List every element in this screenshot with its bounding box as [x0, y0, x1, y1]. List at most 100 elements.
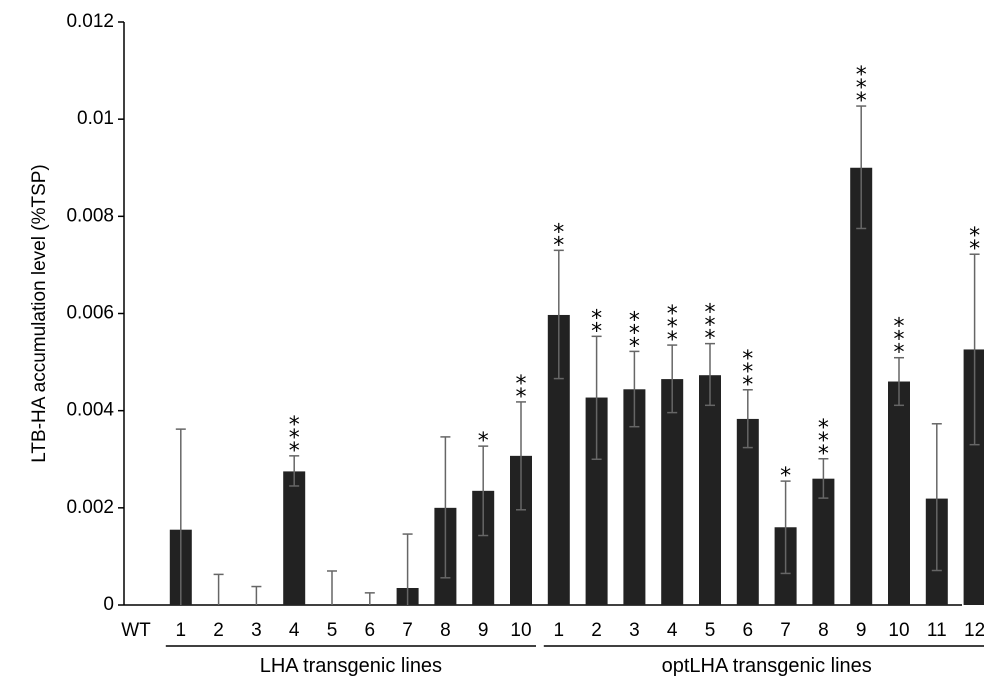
significance-mark-4: *** [289, 413, 300, 464]
star: * [856, 76, 867, 101]
y-axis-label: LTB-HA accumulation level (%TSP) [29, 164, 50, 462]
star: * [289, 413, 300, 438]
star: * [856, 63, 867, 88]
star: * [478, 429, 489, 454]
y-tick-label: 0.008 [66, 205, 114, 226]
y-tick-label: 0.002 [66, 497, 114, 518]
error-bar-21 [931, 423, 942, 572]
category-label-7: 7 [402, 620, 413, 641]
y-axis: 0 0.002 0.004 0.006 0.008 0.01 0.012 [66, 11, 125, 615]
bar-20 [888, 381, 910, 605]
star: * [742, 360, 753, 385]
category-label-11: 1 [554, 620, 565, 641]
star: * [705, 327, 716, 352]
bar-22 [963, 349, 984, 605]
significance-mark-14: *** [667, 302, 678, 353]
error-bar-13 [629, 350, 640, 428]
error-bar-5 [327, 570, 337, 605]
significance-marks: ********************************** [289, 63, 980, 489]
category-label-16: 6 [743, 620, 754, 641]
star: * [629, 334, 640, 359]
star: * [969, 237, 980, 262]
category-label-2: 2 [213, 620, 224, 641]
star: * [516, 385, 527, 410]
error-bar-16 [742, 389, 753, 449]
error-bar-18 [818, 458, 829, 499]
star: * [667, 315, 678, 340]
significance-mark-15: *** [705, 301, 716, 352]
category-label-18: 8 [818, 620, 829, 641]
category-label-3: 3 [251, 620, 262, 641]
star: * [742, 347, 753, 372]
category-label-21: 11 [927, 620, 947, 641]
significance-mark-22: ** [969, 224, 980, 262]
star: * [667, 302, 678, 327]
star: * [818, 416, 829, 441]
category-label-15: 5 [705, 620, 716, 641]
significance-mark-17: * [780, 464, 791, 489]
error-bar-6 [364, 592, 375, 605]
bars [169, 167, 984, 605]
significance-mark-11: ** [553, 220, 564, 258]
y-tick-label: 0.004 [66, 400, 114, 421]
bar-19 [850, 167, 873, 605]
star: * [894, 328, 905, 353]
star: * [818, 442, 829, 467]
bar-18 [812, 478, 835, 605]
category-label-6: 6 [365, 620, 376, 641]
star: * [553, 220, 564, 245]
star: * [591, 319, 602, 344]
significance-mark-13: *** [629, 308, 640, 359]
group-labels: LHA transgenic lines optLHA transgenic li… [165, 645, 984, 677]
category-labels: WT 1 2 3 4 5 6 7 8 9 10 1 2 3 4 5 6 7 8 9 10 11 12 [121, 620, 984, 641]
bar-13 [623, 389, 646, 605]
category-label-9: 9 [478, 620, 489, 641]
error-bar-7 [402, 533, 413, 605]
star: * [289, 439, 300, 464]
error-bar-1 [175, 428, 186, 605]
significance-mark-20: *** [894, 315, 905, 366]
group-label-0: LHA transgenic lines [260, 655, 442, 677]
star: * [894, 315, 905, 340]
category-label-22: 12 [964, 620, 984, 641]
bar-9 [472, 490, 495, 605]
star: * [629, 321, 640, 346]
error-bar-4 [289, 455, 300, 487]
group-label-1: optLHA transgenic lines [662, 655, 872, 677]
error-bar-11 [553, 249, 564, 380]
star: * [780, 464, 791, 489]
category-label-20: 10 [888, 620, 909, 641]
star: * [667, 328, 678, 353]
significance-mark-12: ** [591, 306, 602, 344]
bar-10 [510, 455, 532, 605]
error-bar-2 [213, 573, 224, 605]
category-label-19: 9 [856, 620, 867, 641]
error-bar-9 [478, 445, 489, 537]
bar-4 [283, 471, 306, 605]
y-tick-label: 0.006 [66, 303, 114, 324]
bar-16 [736, 418, 759, 605]
error-bar-12 [591, 335, 602, 460]
bar-15 [699, 375, 721, 605]
bar-11 [547, 314, 570, 605]
category-label-13: 3 [629, 620, 640, 641]
star: * [856, 89, 867, 114]
category-label-10: 10 [510, 620, 531, 641]
y-tick-label: 0.012 [66, 11, 114, 32]
significance-mark-10: ** [516, 372, 527, 410]
star: * [705, 301, 716, 326]
category-label-8: 8 [440, 620, 451, 641]
error-bar-19 [856, 105, 867, 230]
category-label-0: WT [121, 620, 151, 641]
star: * [742, 373, 753, 398]
error-bar-14 [667, 344, 678, 414]
significance-mark-16: *** [742, 347, 753, 398]
bar-12 [585, 397, 608, 605]
y-tick-label: 0.01 [77, 108, 114, 129]
category-label-5: 5 [327, 620, 338, 641]
category-label-17: 7 [780, 620, 791, 641]
star: * [705, 314, 716, 339]
category-label-1: 1 [176, 620, 187, 641]
error-bar-8 [440, 436, 451, 579]
